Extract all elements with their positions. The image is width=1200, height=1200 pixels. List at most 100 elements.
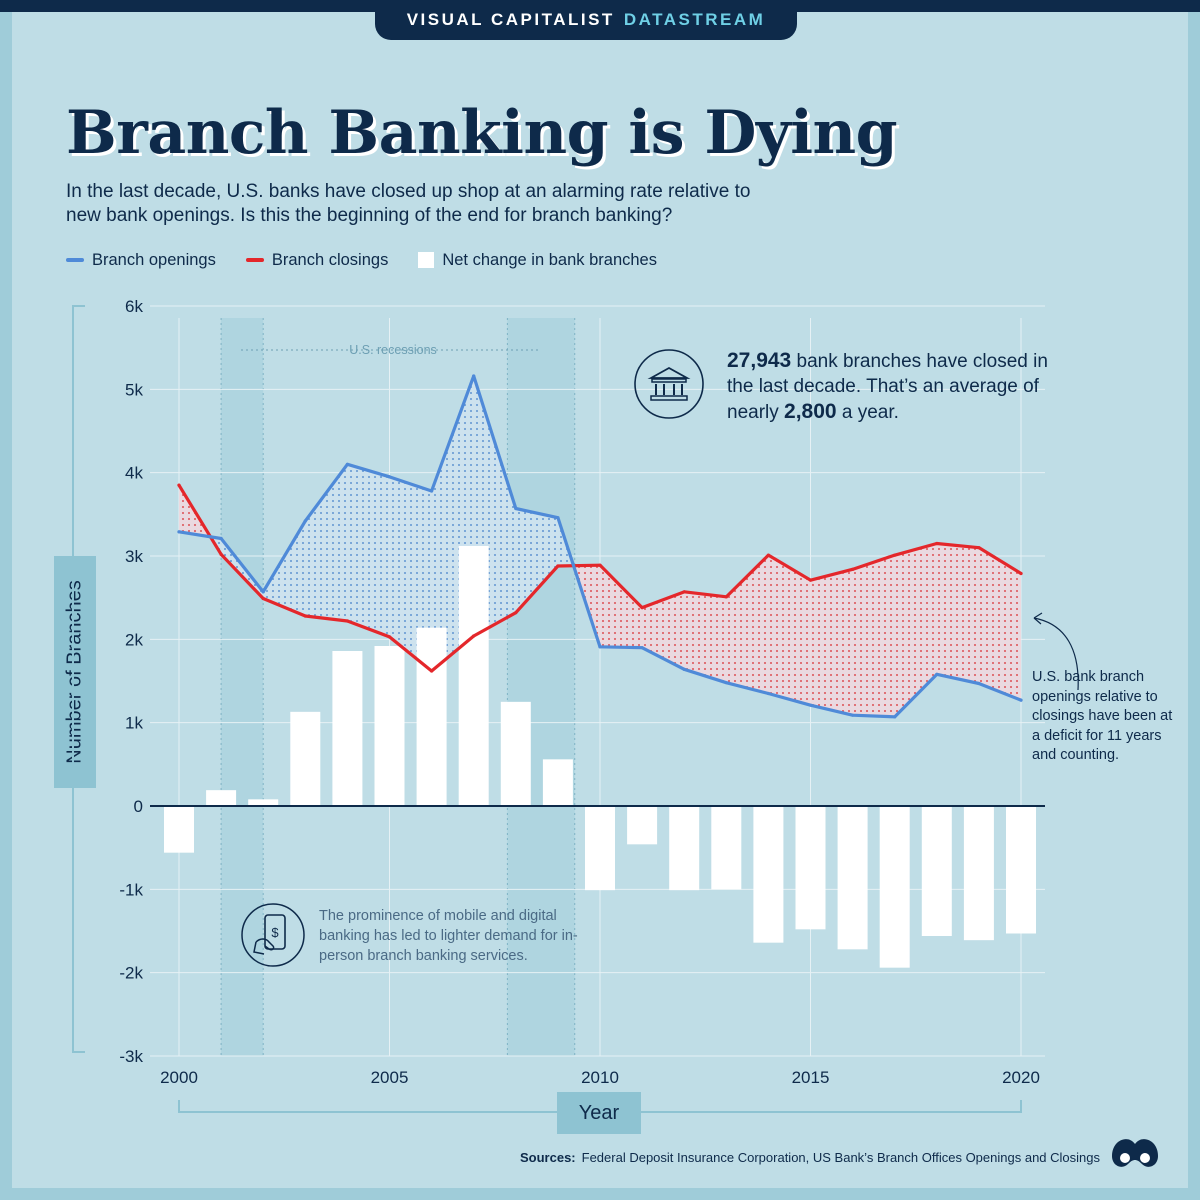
recession-bands [220, 318, 576, 1056]
callout-number-total: 27,943 [727, 349, 792, 372]
callout-text-1: bank branches have closed in the last de… [727, 351, 1048, 423]
recession-band-1 [507, 318, 575, 1056]
point-branch-openings-2002 [261, 590, 265, 594]
net-bar-2005 [374, 646, 405, 806]
y-tick--2k: -2k [119, 964, 143, 983]
point-branch-closings-2000 [177, 483, 181, 487]
point-branch-closings-2011 [640, 606, 644, 610]
net-bar-2017 [879, 806, 910, 968]
y-tick--1k: -1k [119, 880, 143, 899]
svg-text:$: $ [271, 925, 279, 940]
point-branch-openings-2017 [893, 715, 897, 719]
net-bar-2002 [248, 799, 279, 806]
net-bar-2011 [627, 806, 658, 845]
visual-capitalist-logo [1112, 1139, 1158, 1167]
point-branch-closings-2006 [430, 669, 434, 673]
legend-swatch-openings [66, 258, 84, 262]
legend-label-closings: Branch closings [271, 250, 389, 269]
net-bar-2001 [206, 790, 237, 806]
net-bar-2010 [585, 806, 615, 891]
point-branch-closings-2005 [387, 635, 392, 639]
point-branch-closings-2007 [472, 634, 476, 638]
point-branch-closings-2013 [724, 595, 728, 599]
net-bar-2000 [164, 806, 194, 853]
net-bar-2016 [837, 806, 868, 950]
net-bar-2008 [500, 701, 531, 806]
brand-name: VISUAL CAPITALIST [406, 10, 615, 29]
point-branch-closings-2020 [1019, 571, 1023, 576]
point-branch-closings-2002 [261, 596, 265, 601]
point-branch-openings-2012 [682, 667, 686, 671]
point-branch-openings-2004 [345, 462, 349, 466]
net-bar-2004 [332, 651, 363, 806]
point-branch-openings-2010 [598, 645, 602, 649]
point-branch-closings-2018 [935, 541, 939, 546]
closures-callout: 27,943 bank branches have closed in the … [727, 348, 1067, 425]
point-branch-openings-2001 [219, 536, 223, 541]
deficit-note: U.S. bank branch openings relative to cl… [1032, 669, 1173, 763]
point-branch-closings-2016 [851, 567, 855, 571]
net-bar-2019 [963, 806, 994, 941]
callout-text-2: a year. [836, 402, 899, 423]
net-bar-2003 [290, 711, 321, 806]
legend-swatch-closings [245, 258, 264, 262]
point-branch-closings-2003 [303, 614, 307, 618]
y-axis-bracket [72, 305, 85, 1053]
bank-icon [634, 349, 704, 419]
y-tick-4k: 4k [125, 464, 143, 483]
brand-tab: VISUAL CAPITALIST DATASTREAM [375, 0, 797, 40]
mobile-banking-note: The prominence of mobile and digital ban… [319, 908, 578, 964]
point-branch-openings-2007 [472, 374, 476, 378]
deficit-arrowhead [1033, 612, 1043, 625]
sources-label: Sources: [520, 1150, 576, 1165]
x-tick-2020: 2020 [1002, 1068, 1040, 1087]
net-bar-2007 [458, 546, 489, 806]
y-tick-labels: 6k 5k 4k 3k 2k 1k 0 -1k -2k -3k [119, 297, 143, 1066]
y-tick-1k: 1k [125, 714, 143, 733]
point-branch-openings-2015 [808, 703, 813, 707]
point-branch-openings-2005 [387, 475, 392, 479]
y-tick-2k: 2k [125, 630, 143, 649]
y-tick-3k: 3k [125, 547, 143, 566]
x-tick-2005: 2005 [371, 1068, 409, 1087]
y-tick-5k: 5k [125, 380, 143, 399]
net-change-bars [164, 546, 1036, 968]
legend-item-closings: Branch closings [245, 250, 389, 270]
point-branch-closings-2014 [766, 553, 771, 557]
point-branch-closings-2015 [808, 578, 813, 582]
x-tick-labels: 2000 2005 2010 2015 2020 [160, 1068, 1040, 1087]
point-branch-closings-2017 [893, 553, 897, 557]
x-tick-2010: 2010 [581, 1068, 619, 1087]
net-bar-2018 [921, 806, 952, 936]
gap-fill-2 [573, 543, 1021, 717]
point-branch-openings-2013 [724, 681, 728, 685]
point-branch-openings-2009 [556, 516, 560, 520]
mobile-banking-icon: $ [241, 903, 305, 967]
legend-item-openings: Branch openings [66, 251, 216, 270]
y-tick--3k: -3k [119, 1047, 143, 1066]
y-tick-0: 0 [134, 797, 143, 816]
point-branch-openings-2019 [977, 681, 981, 686]
callout-number-average: 2,800 [784, 400, 837, 423]
point-branch-closings-2010 [598, 563, 602, 567]
net-bar-2020 [1006, 806, 1036, 934]
point-branch-closings-2019 [977, 546, 981, 550]
legend-label-openings: Branch openings [92, 250, 216, 269]
point-branch-openings-2006 [430, 489, 434, 493]
page-subtitle: In the last decade, U.S. banks have clos… [66, 181, 751, 226]
y-axis-label-box [54, 556, 96, 788]
point-branch-closings-2004 [345, 619, 349, 623]
legend-item-net-change: Net change in bank branches [418, 251, 657, 270]
sources-text: Federal Deposit Insurance Corporation, U… [581, 1150, 1100, 1165]
recession-label: U.S. recessions [349, 343, 437, 357]
deficit-arrow [1033, 617, 1079, 691]
point-branch-openings-2018 [935, 672, 939, 676]
series-lines [177, 374, 1023, 719]
net-bar-2015 [795, 806, 826, 930]
page-title: Branch Banking is Dying [66, 98, 898, 168]
x-tick-2015: 2015 [792, 1068, 830, 1087]
point-branch-closings-2001 [219, 552, 223, 556]
point-branch-openings-2020 [1019, 698, 1023, 702]
